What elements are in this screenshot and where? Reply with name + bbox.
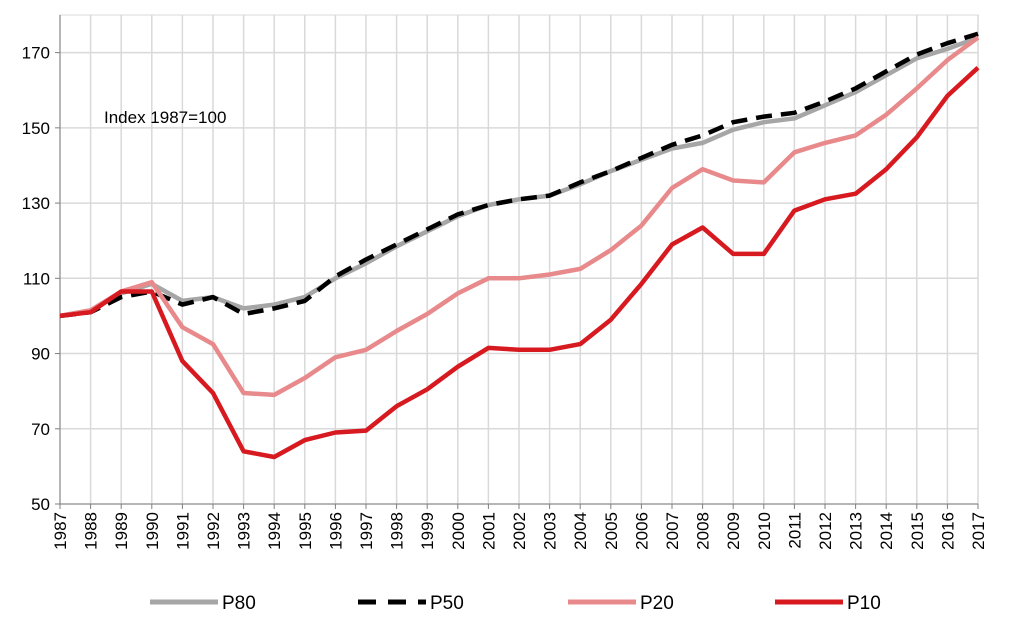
x-tick-label: 1988 xyxy=(82,512,101,550)
series-line-p20 xyxy=(59,35,980,398)
x-tick-label: 2017 xyxy=(969,512,988,550)
x-tick-label: 2012 xyxy=(816,512,835,550)
x-tick-label: 2004 xyxy=(571,512,590,550)
x-tick-label: 1999 xyxy=(418,512,437,550)
series-line-p10 xyxy=(59,66,980,460)
x-tick-label: 2001 xyxy=(479,512,498,550)
x-tick-label: 2016 xyxy=(938,512,957,550)
x-tick-label: 1992 xyxy=(204,512,223,550)
x-tick-label: 1989 xyxy=(112,512,131,550)
legend-label-p50: P50 xyxy=(430,593,464,614)
x-axis-ticks: 1987 1988 1989 1990 1991 1992 1993 1994 1995 1996… xyxy=(51,504,988,550)
x-tick-label: 1998 xyxy=(388,512,407,550)
y-tick-label: 150 xyxy=(22,119,50,138)
index-annotation: Index 1987=100 xyxy=(104,108,226,127)
legend-label-p10: P10 xyxy=(847,593,881,614)
legend: P80 P50 P20 P10 xyxy=(150,593,881,614)
y-tick-label: 110 xyxy=(23,269,50,288)
x-tick-label: 1987 xyxy=(51,512,70,550)
y-tick-label: 90 xyxy=(31,345,50,364)
y-axis-ticks: 50 70 90 110 130 150 170 xyxy=(22,44,60,514)
x-tick-label: 1995 xyxy=(296,512,315,550)
series-lines xyxy=(59,31,980,460)
x-tick-label: 2014 xyxy=(877,512,896,550)
x-tick-label: 2000 xyxy=(449,512,468,550)
y-tick-label: 130 xyxy=(22,194,50,213)
y-tick-label: 70 xyxy=(31,420,50,439)
x-tick-label: 1990 xyxy=(143,512,162,550)
x-tick-label: 2010 xyxy=(755,512,774,550)
x-tick-label: 2003 xyxy=(541,512,560,550)
x-tick-label: 2002 xyxy=(510,512,529,550)
series-line-p50 xyxy=(59,31,979,319)
x-tick-label: 2007 xyxy=(663,512,682,550)
vertical-gridlines xyxy=(59,15,979,504)
x-tick-label: 2005 xyxy=(602,512,621,550)
x-tick-label: 2013 xyxy=(847,512,866,550)
x-tick-label: 2015 xyxy=(908,512,927,550)
legend-label-p20: P20 xyxy=(640,593,674,614)
x-tick-label: 2008 xyxy=(694,512,713,550)
x-tick-label: 2011 xyxy=(785,512,804,549)
x-tick-label: 1991 xyxy=(173,512,192,550)
x-tick-label: 2009 xyxy=(724,512,743,550)
x-tick-label: 1994 xyxy=(265,512,284,550)
y-tick-label: 170 xyxy=(22,44,50,63)
x-tick-label: 2006 xyxy=(632,512,651,550)
x-tick-label: 1993 xyxy=(235,512,254,550)
y-tick-label: 50 xyxy=(31,495,50,514)
legend-label-p80: P80 xyxy=(222,593,256,614)
x-tick-label: 1997 xyxy=(357,512,376,550)
x-tick-label: 1996 xyxy=(326,512,345,550)
